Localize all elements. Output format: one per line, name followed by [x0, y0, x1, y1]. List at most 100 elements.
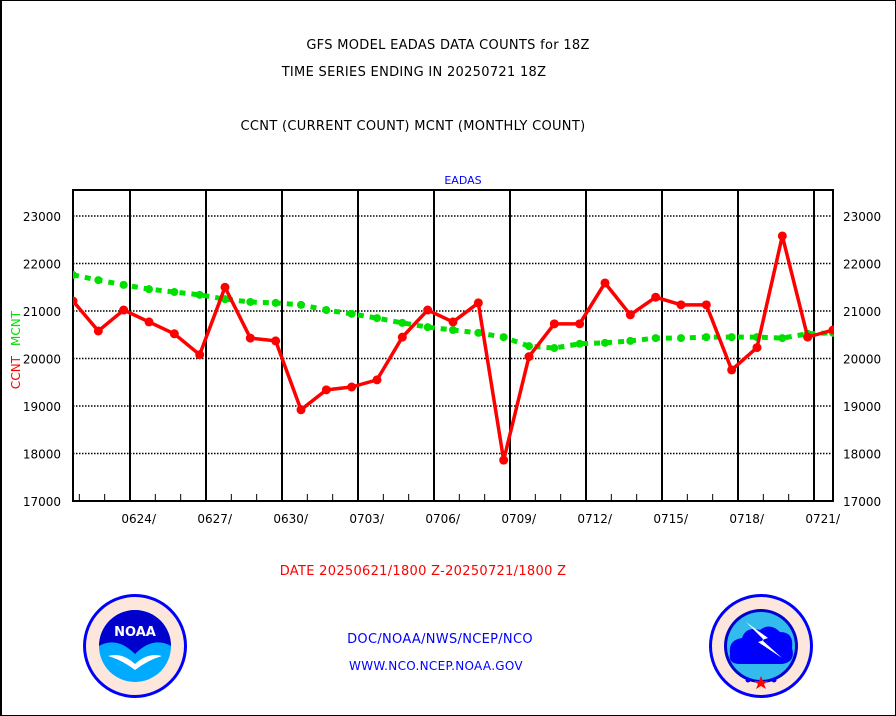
y-axis-label-mcnt: MCNT: [9, 310, 23, 346]
ccnt-point: [347, 382, 357, 392]
mcnt-point: [778, 334, 787, 343]
ccnt-point: [73, 296, 78, 306]
mcnt-point: [702, 333, 711, 342]
plot-title: EADAS: [444, 174, 481, 187]
ccnt-point: [144, 317, 154, 327]
y-axis-label: CCNT MCNT: [9, 310, 23, 389]
y-tick-label-left: 22000: [23, 258, 61, 272]
mcnt-point: [297, 300, 305, 309]
mcnt-point: [525, 342, 533, 351]
ccnt-point: [397, 332, 407, 342]
ccnt-point: [828, 325, 834, 335]
mcnt-point: [651, 334, 660, 343]
ccnt-point: [727, 365, 737, 375]
chart-title-line1: GFS MODEL EADAS DATA COUNTS for 18Z: [306, 38, 590, 53]
y-tick-label-right: 19000: [843, 400, 881, 414]
mcnt-point: [677, 334, 685, 343]
date-range-label: DATE 20250621/1800 Z-20250721/1800 Z: [279, 564, 567, 579]
mcnt-point: [94, 276, 103, 285]
ccnt-point: [448, 317, 458, 327]
ccnt-point: [296, 405, 306, 415]
y-tick-label-left: 21000: [23, 305, 61, 319]
ccnt-point: [372, 375, 382, 385]
y-tick-label-right: 23000: [843, 210, 881, 224]
mcnt-point: [423, 323, 432, 332]
mcnt-point: [449, 326, 457, 334]
ccnt-point: [549, 319, 559, 329]
mcnt-point: [550, 344, 559, 353]
ccnt-point: [93, 326, 103, 336]
ccnt-point: [271, 336, 281, 346]
plot-frame: [72, 189, 834, 502]
mcnt-point: [170, 288, 179, 296]
mcnt-point: [246, 297, 255, 306]
y-tick-label-right: 21000: [843, 305, 881, 319]
ccnt-point: [625, 310, 635, 320]
mcnt-point: [499, 333, 508, 342]
ccnt-point: [169, 329, 179, 339]
y-tick-label-left: 17000: [23, 495, 61, 509]
x-tick-label: 0709/: [501, 512, 537, 526]
mcnt-point: [727, 333, 736, 342]
noaa-logo: NOAA: [83, 594, 187, 698]
ccnt-point: [524, 352, 534, 362]
ccnt-point: [752, 343, 762, 353]
mcnt-point: [347, 309, 356, 318]
ccnt-point: [220, 282, 230, 292]
ccnt-point: [777, 231, 787, 241]
chart-subtitle: CCNT (CURRENT COUNT) MCNT (MONTHLY COUNT…: [240, 119, 586, 134]
ccnt-point: [803, 332, 813, 342]
ccnt-point: [575, 319, 585, 329]
mcnt-point: [145, 285, 153, 294]
y-tick-label-left: 23000: [23, 210, 61, 224]
noaa-logo-text: NOAA: [114, 625, 156, 640]
ccnt-point: [676, 300, 686, 310]
mcnt-point: [601, 338, 609, 347]
series-ccnt: [73, 231, 834, 465]
mcnt-point: [271, 298, 280, 307]
x-tick-label: 0706/: [425, 512, 461, 526]
x-tick-label: 0712/: [577, 512, 613, 526]
ccnt-point: [195, 350, 205, 360]
mcnt-point: [626, 336, 635, 345]
x-tick-label: 0715/: [653, 512, 689, 526]
ccnt-point: [321, 385, 331, 395]
ccnt-point: [119, 305, 129, 315]
chart-title-line2: TIME SERIES ENDING IN 20250721 18Z: [281, 65, 547, 80]
series-mcnt: [73, 270, 834, 353]
ccnt-point: [245, 333, 255, 343]
y-tick-label-left: 20000: [23, 353, 61, 367]
plot-area: [73, 190, 833, 501]
ccnt-point: [701, 300, 711, 310]
y-tick-label-left: 18000: [23, 448, 61, 462]
ccnt-point: [651, 292, 661, 302]
x-tick-label: 0721/: [805, 512, 841, 526]
mcnt-point: [474, 328, 483, 337]
y-tick-label-right: 20000: [843, 353, 881, 367]
ccnt-point: [423, 305, 433, 315]
mcnt-point: [373, 314, 381, 323]
website-link[interactable]: WWW.NCO.NCEP.NOAA.GOV: [349, 659, 523, 673]
mcnt-point: [73, 270, 77, 279]
mcnt-point: [119, 280, 128, 289]
mcnt-point: [398, 318, 407, 327]
y-tick-label-right: 17000: [843, 495, 881, 509]
org-path-label: DOC/NOAA/NWS/NCEP/NCO: [347, 632, 533, 647]
nws-logo: [709, 594, 813, 698]
x-tick-label: 0624/: [121, 512, 157, 526]
ccnt-point: [600, 278, 610, 288]
y-tick-label-right: 18000: [843, 448, 881, 462]
y-axis-label-ccnt: CCNT: [9, 355, 23, 389]
x-tick-label: 0630/: [273, 512, 309, 526]
x-tick-label: 0718/: [729, 512, 765, 526]
mcnt-point: [195, 290, 204, 299]
x-tick-label: 0703/: [349, 512, 385, 526]
y-tick-label-right: 22000: [843, 258, 881, 272]
ccnt-point: [499, 455, 509, 465]
x-tick-label: 0627/: [197, 512, 233, 526]
ccnt-point: [473, 298, 483, 308]
mcnt-point: [575, 339, 584, 348]
y-tick-label-left: 19000: [23, 400, 61, 414]
mcnt-point: [322, 306, 331, 315]
